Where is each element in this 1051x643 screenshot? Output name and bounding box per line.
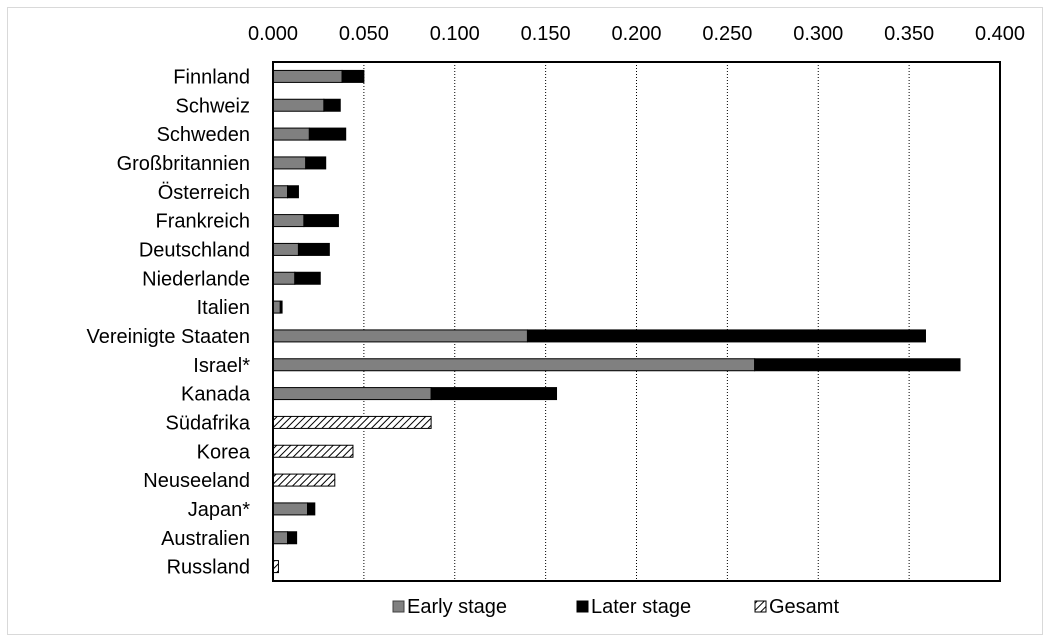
legend-swatch-early-stage: [392, 600, 405, 613]
bar-early-stage: [272, 358, 756, 372]
category-label: Australien: [161, 528, 250, 550]
bar-early-stage: [272, 300, 281, 314]
x-tick-label: 0.150: [521, 23, 571, 45]
bar-early-stage: [272, 531, 289, 545]
x-tick-label: 0.400: [975, 23, 1025, 45]
bar-later-stage: [303, 214, 339, 228]
legend: Early stage Later stage Gesamt: [392, 596, 839, 618]
legend-swatch-gesamt: [754, 600, 767, 613]
category-label: Russland: [167, 557, 250, 579]
y-axis-categories: Finnland Schweiz Schweden Großbritannien Öst…: [87, 66, 251, 578]
bar-early-stage: [272, 214, 305, 228]
bar-early-stage: [272, 98, 325, 112]
bar-later-stage: [754, 358, 961, 372]
category-label: Niederlande: [142, 268, 250, 290]
category-label: Finnland: [173, 66, 250, 88]
bar-early-stage: [272, 271, 296, 285]
bar-early-stage: [272, 502, 309, 516]
category-label: Israel*: [193, 355, 250, 377]
bar-later-stage: [287, 185, 299, 199]
bar-later-stage: [294, 271, 321, 285]
category-label: Vereinigte Staaten: [87, 326, 250, 348]
x-tick-label: 0.100: [430, 23, 480, 45]
legend-swatch-later-stage: [576, 600, 589, 613]
bar-gesamt: [272, 473, 336, 487]
x-tick-label: 0.300: [793, 23, 843, 45]
bar-later-stage: [430, 387, 558, 401]
bar-early-stage: [272, 69, 343, 83]
category-label: Italien: [197, 297, 250, 319]
plot-border: [272, 61, 1001, 582]
legend-label: Early stage: [407, 596, 507, 618]
x-tick-label: 0.250: [702, 23, 752, 45]
bar-later-stage: [341, 69, 365, 83]
bar-early-stage: [272, 387, 432, 401]
bar-later-stage: [307, 502, 316, 516]
category-label: Schweiz: [176, 95, 250, 117]
category-label: Österreich: [158, 182, 250, 204]
category-label: Japan*: [188, 499, 250, 521]
legend-label: Later stage: [591, 596, 691, 618]
bar-later-stage: [305, 156, 327, 170]
category-label: Großbritannien: [117, 153, 250, 175]
bar-early-stage: [272, 242, 299, 256]
x-tick-label: 0.050: [339, 23, 389, 45]
x-tick-label: 0.200: [611, 23, 661, 45]
category-label: Südafrika: [166, 412, 251, 434]
category-label: Neuseeland: [143, 470, 250, 492]
bar-later-stage: [279, 300, 283, 314]
bar-later-stage: [308, 127, 347, 141]
bar-gesamt: [272, 444, 354, 458]
bar-early-stage: [272, 127, 310, 141]
bar-later-stage: [287, 531, 298, 545]
category-label: Frankreich: [156, 211, 250, 233]
category-label: Korea: [197, 441, 251, 463]
bar-early-stage: [272, 329, 528, 343]
bars: [272, 69, 961, 574]
category-label: Deutschland: [139, 239, 250, 261]
chart-area: [7, 7, 1043, 635]
grid-lines: [363, 62, 910, 581]
bar-gesamt: [272, 415, 432, 429]
bar-later-stage: [526, 329, 926, 343]
bar-later-stage: [323, 98, 341, 112]
bar-later-stage: [297, 242, 330, 256]
x-tick-label: 0.350: [884, 23, 934, 45]
bar-early-stage: [272, 185, 289, 199]
x-axis-ticks: 0.000 0.050 0.100 0.150 0.200 0.250 0.300 0.350…: [248, 23, 1025, 45]
x-tick-label: 0.000: [248, 23, 298, 45]
category-label: Schweden: [157, 124, 250, 146]
bar-early-stage: [272, 156, 307, 170]
legend-label: Gesamt: [769, 596, 839, 618]
category-label: Kanada: [181, 384, 251, 406]
